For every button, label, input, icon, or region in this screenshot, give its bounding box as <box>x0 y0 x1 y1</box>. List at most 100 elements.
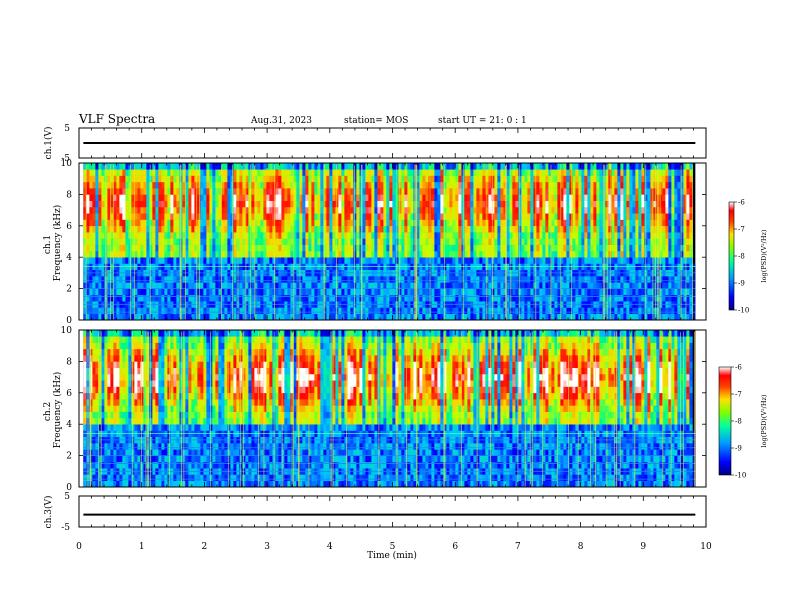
spectrogram-cell <box>155 288 159 296</box>
spectrogram-cell <box>578 282 582 289</box>
spectrogram-cell <box>344 244 348 252</box>
spectrogram-cell <box>158 282 162 289</box>
spectrogram-cell <box>287 181 291 189</box>
spectrogram-cell <box>224 257 228 264</box>
spectrogram-cell <box>470 163 474 170</box>
spectrogram-cell <box>626 288 630 296</box>
spectrogram-cell <box>425 313 429 320</box>
spectrogram-cell <box>512 257 516 264</box>
spectrogram-cell <box>107 225 111 233</box>
spectrogram-cell <box>170 163 174 170</box>
spectrogram-cell <box>95 213 99 220</box>
spectrogram-cell <box>623 288 627 296</box>
spectrogram-cell <box>401 238 405 245</box>
spectrogram-cell <box>434 288 438 296</box>
spectrogram-cell <box>170 175 174 183</box>
spectrogram-cell <box>227 219 231 227</box>
spectrogram-cell <box>635 257 639 264</box>
spectrogram-cell <box>188 238 192 245</box>
spectrogram-cell <box>212 307 216 315</box>
spectrogram-cell <box>575 250 579 258</box>
spectrogram-cell <box>575 307 579 315</box>
spectrogram-cell <box>557 232 561 239</box>
spectrogram-cell <box>278 194 282 201</box>
spectrogram-cell <box>134 294 138 302</box>
spectrogram-cell <box>245 313 249 320</box>
spectrogram-cell <box>269 313 273 320</box>
spectrogram-cell <box>641 244 645 252</box>
spectrogram-cell <box>470 181 474 189</box>
spectrogram-cell <box>143 288 147 296</box>
spectrogram-cell <box>587 244 591 252</box>
spectrogram-cell <box>92 238 96 245</box>
spectrogram-cell <box>335 206 339 214</box>
spectrogram-cell <box>191 244 195 252</box>
spectrogram-cell <box>464 238 468 245</box>
spectrogram-cell <box>515 206 519 214</box>
spectrogram-column <box>191 163 195 320</box>
spectrogram-cell <box>425 288 429 296</box>
spectrogram-cell <box>431 282 435 289</box>
spectrogram-cell <box>140 288 144 296</box>
spectrogram-cell <box>593 250 597 258</box>
spectrogram-cell <box>116 276 120 283</box>
spectrogram-cell <box>320 257 324 264</box>
spectrogram-cell <box>95 175 99 183</box>
spectrogram-cell <box>338 194 342 201</box>
spectrogram-cell <box>512 200 516 208</box>
spectrogram-cell <box>488 232 492 239</box>
spectrogram-cell <box>95 257 99 264</box>
spectrogram-cell <box>440 307 444 315</box>
spectrogram-cell <box>233 163 237 170</box>
spectrogram-cell <box>191 163 195 170</box>
spectrogram-cell <box>287 175 291 183</box>
spectrogram-cell <box>440 200 444 208</box>
spectrogram-cell <box>530 257 534 264</box>
spectrogram-cell <box>569 244 573 252</box>
spectrogram-cell <box>479 238 483 245</box>
spectrogram-cell <box>302 238 306 245</box>
spectrogram-cell <box>137 175 141 183</box>
spectrogram-cell <box>332 276 336 283</box>
spectrogram-cell <box>275 257 279 264</box>
spectrogram-cell <box>590 225 594 233</box>
spectrogram-cell <box>401 257 405 264</box>
spectrogram-cell <box>98 181 102 189</box>
spectrogram-cell <box>503 282 507 289</box>
spectrogram-cell <box>470 282 474 289</box>
spectrogram-cell <box>383 232 387 239</box>
spectrogram-cell <box>467 238 471 245</box>
spectrogram-cell <box>299 206 303 214</box>
spectrogram-cell <box>572 163 576 170</box>
spectrogram-cell <box>233 232 237 239</box>
spectrogram-cell <box>305 225 309 233</box>
spectrogram-cell <box>338 257 342 264</box>
spectrogram-cell <box>626 175 630 183</box>
spectrogram-cell <box>206 200 210 208</box>
spectrogram-cell <box>107 313 111 320</box>
spectrogram-cell <box>494 188 498 195</box>
spectrogram-cell <box>389 163 393 170</box>
spectrogram-cell <box>500 225 504 233</box>
spectrogram-cell <box>560 238 564 245</box>
spectrogram-cell <box>266 307 270 315</box>
spectrogram-cell <box>629 200 633 208</box>
spectrogram-cell <box>218 200 222 208</box>
spectrogram-cell <box>278 163 282 170</box>
spectrogram-cell <box>353 225 357 233</box>
spectrogram-cell <box>254 244 258 252</box>
spectrogram-cell <box>545 169 549 176</box>
spectrogram-cell <box>371 194 375 201</box>
spectrogram-cell <box>239 250 243 258</box>
spectrogram-cell <box>146 194 150 201</box>
spectrogram-cell <box>551 250 555 258</box>
spectrogram-cell <box>98 276 102 283</box>
spectrogram-cell <box>149 276 153 283</box>
spectrogram-cell <box>311 219 315 227</box>
spectrogram-cell <box>188 194 192 201</box>
spectrogram-cell <box>185 257 189 264</box>
spectrogram-cell <box>389 213 393 220</box>
spectrogram-cell <box>449 169 453 176</box>
spectrogram-cell <box>521 188 525 195</box>
spectrogram-cell <box>239 276 243 283</box>
